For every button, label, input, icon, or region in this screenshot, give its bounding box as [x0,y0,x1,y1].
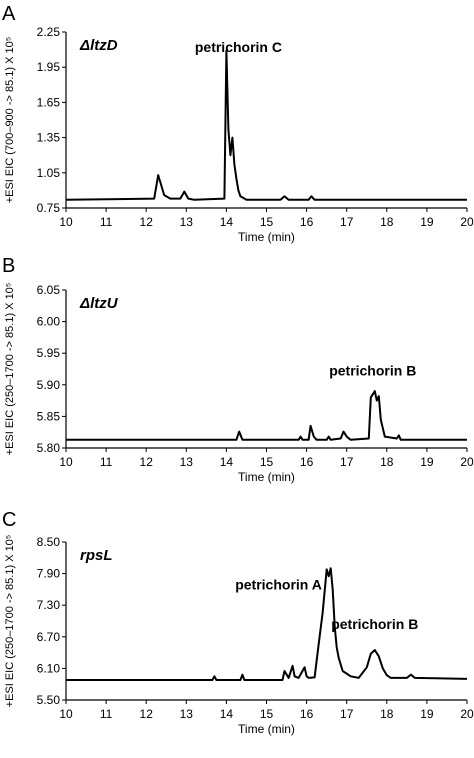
panel-a-y-axis-title: +ESI EIC (700–900 -> 85.1) X 10⁵ [4,37,16,204]
panel-b-letter: B [2,255,15,277]
panel-a-y-tick-label: 2.25 [37,25,61,39]
panel-a-x-tick-label: 19 [420,215,434,229]
panel-a-strain-label: ΔltzD [79,37,118,54]
panel-b-y-tick-label: 5.80 [37,441,61,455]
panel-b-x-tick-label: 11 [100,455,113,469]
panel-b-x-tick-label: 18 [380,455,394,469]
panel-c-x-tick-label: 16 [300,707,314,721]
panel-c-x-tick-label: 14 [220,707,234,721]
panel-b-x-tick-label: 14 [220,455,234,469]
panel-a-x-tick-label: 15 [260,215,274,229]
panel-b-trace-line [66,390,467,441]
panel-b-y-tick-label: 5.95 [37,346,61,360]
panel-b-y-tick-label: 6.00 [37,315,61,329]
panel-a-trace-line [65,49,467,201]
panel-a-x-tick-label: 11 [100,215,113,229]
panel-b-x-tick-label: 13 [180,455,194,469]
panel-a-x-tick-label: 16 [300,215,314,229]
panel-c-y-tick-label: 6.10 [37,661,61,675]
panel-b-y-tick-label: 6.05 [37,283,61,297]
panel-b-x-tick-label: 15 [260,455,274,469]
panel-c-x-axis-title: Time (min) [238,722,295,736]
panel-c-peak-label: petrichorin B [331,616,418,632]
panel-b-y-tick-label: 5.90 [37,378,61,392]
panel-a-x-tick-label: 10 [59,215,73,229]
panel-c-y-tick-label: 5.50 [37,693,61,707]
panel-c-peak-label: petrichorin A [235,576,322,592]
panel-b-x-tick-label: 19 [420,455,434,469]
panel-c-x-tick-label: 18 [380,707,394,721]
panel-b-x-tick-label: 10 [59,455,73,469]
panel-b-peak-label: petrichorin B [329,362,416,378]
panel-b-y-tick-label: 5.85 [37,409,61,423]
panel-a-y-tick-label: 1.95 [37,60,61,74]
panel-c-y-axis-title: +ESI EIC (250–1700 -> 85.1) X 10⁵ [4,535,16,708]
panel-c-y-tick-label: 7.90 [37,567,61,581]
panel-c-x-tick-label: 17 [340,707,354,721]
panel-a-y-tick-label: 1.35 [37,131,61,145]
panel-c-x-tick-label: 12 [140,707,154,721]
panel-c-trace-line [66,567,468,681]
panel-c-x-tick-label: 15 [260,707,274,721]
panel-c-x-tick-label: 11 [100,707,113,721]
panel-c-y-tick-label: 7.30 [37,598,61,612]
panel-a-x-tick-label: 17 [340,215,354,229]
panel-a-peak-label: petrichorin C [195,39,282,55]
panel-a-x-tick-label: 20 [460,215,474,229]
panel-c-y-tick-label: 6.70 [37,630,61,644]
panel-c-x-tick-label: 13 [180,707,194,721]
panel-a-x-tick-label: 18 [380,215,394,229]
panel-c-y-tick-label: 8.50 [37,535,61,549]
panel-b-x-tick-label: 16 [300,455,314,469]
panel-c-x-tick-label: 10 [59,707,73,721]
panel-b-x-tick-label: 20 [460,455,474,469]
panel-c-letter: C [2,509,16,531]
panel-b-y-axis-title: +ESI EIC (250–1700 -> 85.1) X 10⁵ [4,283,16,456]
panel-a-x-axis-title: Time (min) [238,230,295,244]
panel-a-x-tick-label: 12 [140,215,154,229]
panel-b-x-tick-label: 17 [340,455,354,469]
panel-a-y-tick-label: 1.65 [37,95,61,109]
panel-b-x-axis-title: Time (min) [238,470,295,484]
panel-a-x-tick-label: 14 [220,215,234,229]
panel-c-strain-label: rpsL [80,547,113,564]
panel-a-y-tick-label: 0.75 [37,201,61,215]
panel-b-strain-label: ΔltzU [79,295,119,312]
panel-b-x-tick-label: 12 [140,455,154,469]
panel-c-x-tick-label: 20 [460,707,474,721]
panel-c-x-tick-label: 19 [420,707,434,721]
panel-a-y-tick-label: 1.05 [37,166,61,180]
panel-a-x-tick-label: 13 [180,215,194,229]
panel-a-letter: A [2,3,16,25]
